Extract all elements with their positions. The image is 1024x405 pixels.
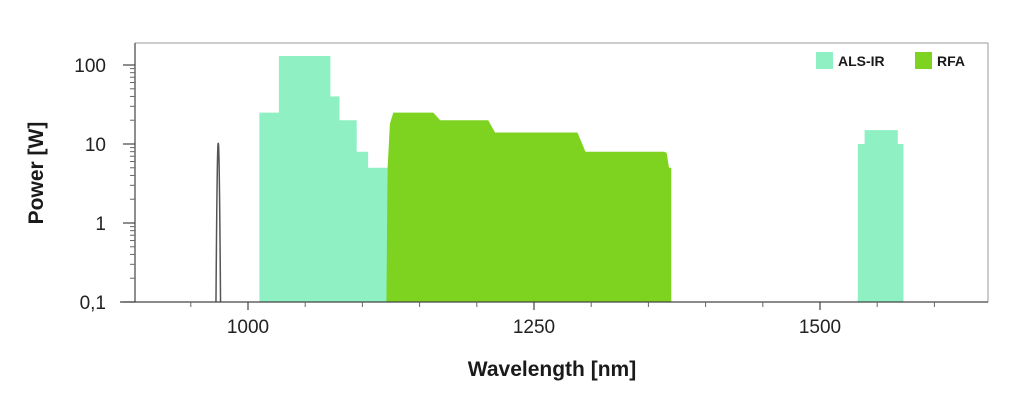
legend-swatch-rfa — [915, 52, 932, 69]
axes-layer — [120, 42, 989, 303]
legend: ALS-IR RFA — [816, 52, 965, 69]
ticks-layer: 1000 1250 1500 0,1 1 10 100 — [74, 56, 935, 338]
series-layer — [215, 56, 904, 303]
legend-label-als-ir: ALS-IR — [838, 53, 885, 69]
x-axis-title: Wavelength [nm] — [468, 358, 636, 381]
y-tick-label-2: 10 — [85, 135, 106, 156]
y-tick-label-1: 1 — [95, 214, 106, 235]
series-rfa-region-0 — [386, 112, 672, 302]
y-axis-title: Power [W] — [25, 122, 48, 225]
legend-label-rfa: RFA — [937, 53, 965, 69]
y-tick-label-0: 0,1 — [80, 293, 106, 314]
narrow-peak-line — [215, 142, 222, 303]
x-tick-label-1000: 1000 — [227, 317, 269, 338]
y-tick-label-3: 100 — [74, 56, 106, 77]
series-als-ir-region-1 — [857, 130, 904, 302]
x-tick-label-1500: 1500 — [799, 317, 841, 338]
legend-swatch-als-ir — [816, 52, 833, 69]
series-als-ir-region-0 — [259, 56, 388, 302]
x-tick-label-1250: 1250 — [513, 317, 555, 338]
